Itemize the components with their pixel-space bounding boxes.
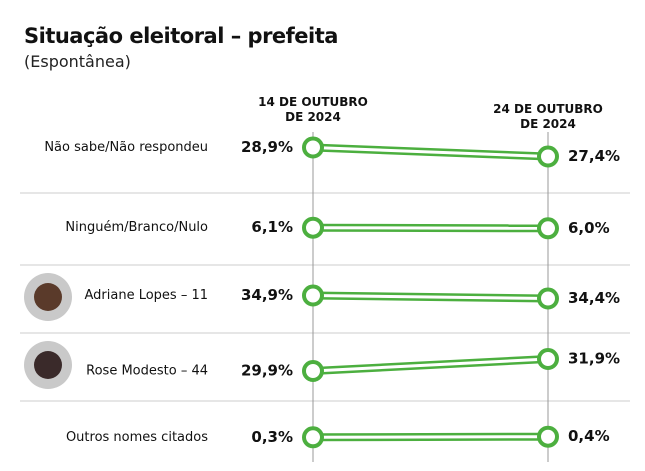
value-label: 6,0% bbox=[568, 219, 610, 237]
photo-detail bbox=[34, 351, 62, 379]
value-label: 29,9% bbox=[241, 362, 293, 380]
value-label: 34,9% bbox=[241, 286, 293, 304]
value-label: 0,4% bbox=[568, 427, 610, 445]
value-label: 31,9% bbox=[568, 350, 620, 368]
point bbox=[302, 426, 324, 449]
chart-title: Situação eleitoral – prefeita bbox=[24, 24, 338, 48]
point bbox=[302, 216, 324, 239]
value-label: 34,4% bbox=[568, 289, 620, 307]
point bbox=[302, 360, 324, 382]
slope-line-inner bbox=[312, 146, 549, 158]
point bbox=[537, 348, 559, 370]
series-name: Ninguém/Branco/Nulo bbox=[65, 220, 208, 235]
value-label: 27,4% bbox=[568, 147, 620, 165]
column-header: 14 DE OUTUBRO DE 2024 bbox=[258, 95, 368, 124]
point bbox=[537, 425, 559, 448]
slope-line-inner bbox=[312, 294, 549, 300]
series-name: Adriane Lopes – 11 bbox=[84, 288, 208, 303]
value-label: 0,3% bbox=[251, 428, 293, 446]
point bbox=[302, 284, 324, 307]
chart-subtitle: (Espontânea) bbox=[24, 52, 131, 71]
series-name: Rose Modesto – 44 bbox=[86, 364, 208, 379]
point bbox=[302, 136, 324, 159]
value-label: 28,9% bbox=[241, 138, 293, 156]
slope-line-inner bbox=[312, 435, 549, 439]
column-header: 24 DE OUTUBRO DE 2024 bbox=[493, 102, 603, 131]
series-name: Não sabe/Não respondeu bbox=[44, 140, 208, 155]
series-name: Outros nomes citados bbox=[66, 430, 208, 445]
point bbox=[537, 145, 559, 168]
slope-line-inner bbox=[312, 357, 549, 373]
photo-detail bbox=[34, 283, 62, 311]
point bbox=[537, 217, 559, 240]
value-label: 6,1% bbox=[251, 218, 293, 236]
slope-line-inner bbox=[312, 226, 549, 230]
point bbox=[537, 287, 559, 310]
